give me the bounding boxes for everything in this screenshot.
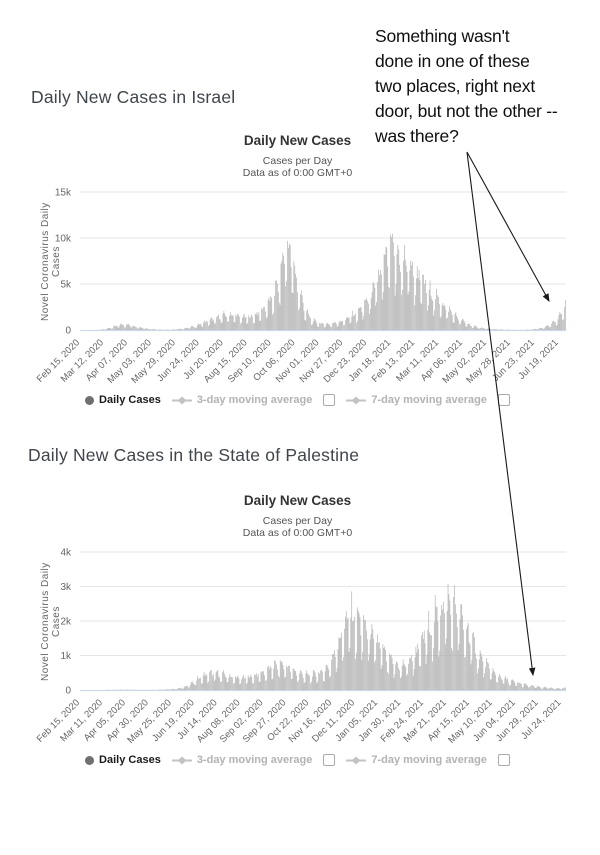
annotation-line: Something wasn't [375, 26, 510, 46]
svg-text:10k: 10k [55, 234, 72, 245]
y-axis-labels: 0 5k 10k 15k [55, 188, 72, 337]
legend-item-7day-average[interactable]: 7-day moving average [346, 754, 487, 766]
daily-cases-bars [94, 583, 566, 690]
legend-label: 7-day moving average [371, 394, 487, 406]
chart-subtitle: Cases per Day [262, 155, 333, 167]
annotation-line: door, but not the other -- [375, 101, 558, 121]
annotation-text: Something wasn't done in one of these tw… [375, 24, 558, 149]
annotation-line: two places, right next [375, 76, 535, 96]
y-axis-labels: 0 1k 2k 3k 4k [60, 548, 72, 697]
gridlines [80, 551, 566, 656]
moving-average-marker-icon [171, 396, 192, 404]
moving-average-marker-icon [346, 396, 367, 404]
legend-item-3day-average[interactable]: 3-day moving average [171, 394, 313, 406]
legend: Daily Cases 3-day moving average 7-day m… [10, 754, 585, 766]
legend-label: 7-day moving average [371, 754, 487, 766]
7day-average-checkbox[interactable] [497, 394, 510, 406]
svg-text:4k: 4k [60, 548, 72, 559]
legend-label: Daily Cases [99, 394, 161, 406]
chart-subtitle: Cases per Day [262, 515, 333, 527]
y-axis-title: Novel Coronavirus Daily Cases [40, 202, 62, 321]
palestine-chart: 0 1k 2k 3k 4k Feb 15, 2020 Mar 11, 2020 Apr 05,… [10, 488, 585, 780]
legend-label: 3-day moving average [196, 394, 313, 406]
legend-item-daily-cases[interactable]: Daily Cases [85, 394, 161, 406]
chart-title: Daily New Cases [243, 493, 352, 508]
series-dot-icon [85, 395, 95, 405]
chart-data-as-of: Data as of 0:00 GMT+0 [242, 527, 353, 539]
3day-average-checkbox[interactable] [323, 754, 336, 766]
israel-chart: 0 5k 10k 15k Feb 15, 2020 Mar 12, 2020 Apr 07,… [10, 128, 585, 420]
legend-item-daily-cases[interactable]: Daily Cases [85, 754, 161, 766]
svg-text:0: 0 [65, 686, 71, 697]
svg-text:5k: 5k [60, 280, 72, 291]
svg-text:15k: 15k [55, 188, 72, 199]
annotation-line: was there? [375, 126, 459, 146]
y-axis-title: Novel Coronavirus Daily Cases [40, 562, 62, 681]
chart-title: Daily New Cases [243, 133, 352, 148]
legend: Daily Cases 3-day moving average 7-day m… [10, 394, 585, 406]
moving-average-marker-icon [171, 756, 192, 764]
svg-text:3k: 3k [60, 582, 72, 593]
daily-cases-bars [93, 233, 566, 330]
legend-item-3day-average[interactable]: 3-day moving average [171, 754, 313, 766]
legend-label: Daily Cases [99, 754, 161, 766]
3day-average-checkbox[interactable] [323, 394, 336, 406]
legend-label: 3-day moving average [196, 754, 313, 766]
series-dot-icon [85, 755, 95, 765]
svg-text:1k: 1k [60, 651, 72, 662]
svg-text:2k: 2k [60, 617, 72, 628]
legend-item-7day-average[interactable]: 7-day moving average [346, 394, 487, 406]
palestine-section-heading: Daily New Cases in the State of Palestin… [28, 445, 360, 465]
annotation-line: done in one of these [375, 51, 530, 71]
7day-average-checkbox[interactable] [497, 754, 510, 766]
chart-data-as-of: Data as of 0:00 GMT+0 [242, 167, 353, 179]
moving-average-marker-icon [346, 756, 367, 764]
israel-section-heading: Daily New Cases in Israel [31, 87, 236, 107]
svg-text:0: 0 [65, 326, 71, 337]
gridlines [80, 191, 566, 285]
